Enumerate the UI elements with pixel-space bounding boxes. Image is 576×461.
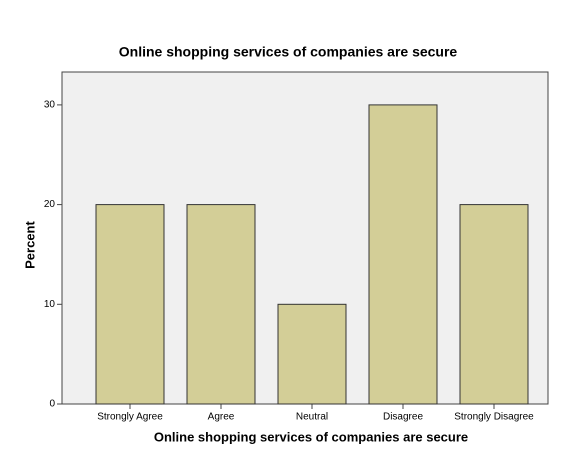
- bar: [277, 303, 347, 405]
- bar: [95, 204, 165, 405]
- x-tick-label: Neutral: [296, 412, 328, 423]
- y-tick-label: 20: [44, 199, 56, 210]
- bar: [186, 204, 256, 405]
- y-tick-label: 0: [49, 399, 55, 410]
- y-tick-label: 30: [44, 100, 56, 111]
- x-axis-label: Online shopping services of companies ar…: [154, 429, 468, 444]
- x-tick-label: Strongly Disagree: [454, 412, 534, 423]
- bar: [368, 104, 438, 405]
- x-tick-label: Agree: [208, 412, 235, 423]
- chart-title: Online shopping services of companies ar…: [119, 44, 458, 60]
- bar: [459, 204, 529, 405]
- x-tick-label: Strongly Agree: [97, 412, 163, 423]
- y-tick-label: 10: [44, 299, 56, 310]
- y-axis-label: Percent: [22, 220, 37, 268]
- x-tick-label: Disagree: [383, 412, 423, 423]
